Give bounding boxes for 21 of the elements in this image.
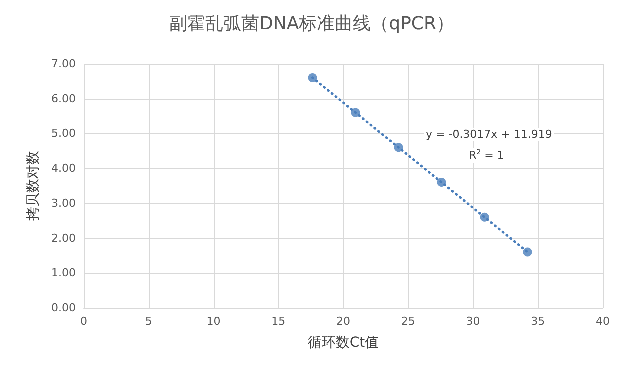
y-tick-label: 2.00 [52,232,76,245]
x-tick-label: 0 [80,315,88,328]
x-tick-label: 15 [272,315,286,328]
x-tick-label: 20 [336,315,350,328]
chart-title: 副霍乱弧菌DNA标准曲线（qPCR） [170,14,454,34]
x-tick-label: 5 [145,315,152,328]
x-tick-label: 10 [206,315,221,328]
x-tick-label: 25 [401,315,416,328]
y-tick-label: 4.00 [52,162,76,176]
y-tick-label: 5.00 [52,127,76,140]
x-tick-label: 30 [466,315,480,328]
y-tick-label: 1.00 [52,266,76,280]
y-tick-label: 6.00 [52,92,76,106]
x-axis-title: 循环数Ct值 [308,335,380,351]
y-axis-title: 拷贝数对数 [26,151,42,221]
x-tick-label: 35 [531,315,546,328]
y-tick-label: 3.00 [52,196,76,210]
x-tick-label: 40 [596,315,610,328]
annotation: y = -0.3017x + 11.919 [426,128,552,141]
y-tick-label: 7.00 [52,58,76,70]
y-tick-label: 0.00 [52,302,76,314]
